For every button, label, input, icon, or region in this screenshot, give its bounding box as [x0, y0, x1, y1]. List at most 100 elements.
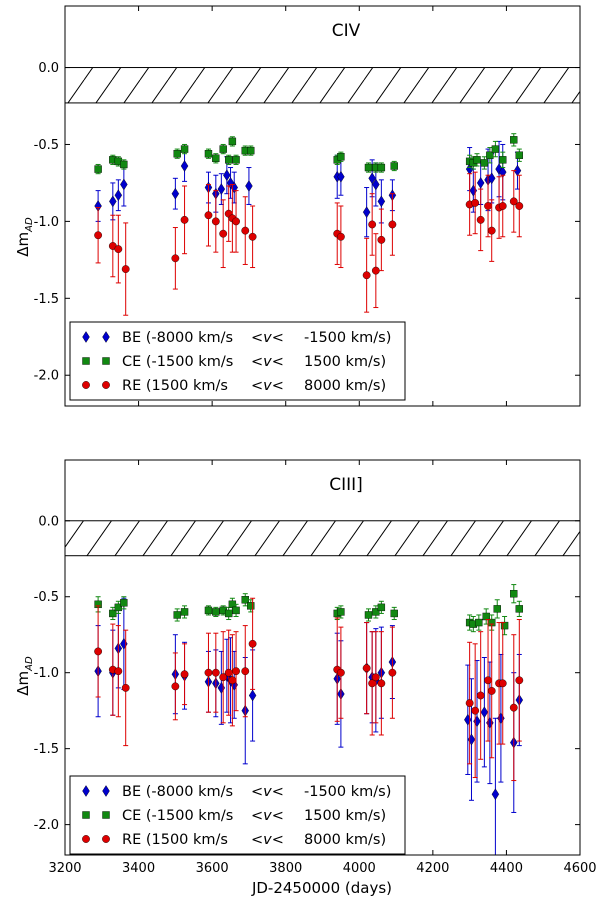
data-point [247, 602, 255, 610]
data-point [223, 169, 231, 182]
data-point [120, 160, 128, 169]
data-point [248, 639, 257, 648]
series-circle [94, 597, 524, 782]
data-point [204, 149, 213, 158]
data-point [498, 679, 507, 688]
data-point [109, 195, 117, 208]
data-layer [94, 133, 524, 316]
data-point [121, 683, 130, 692]
data-point [390, 609, 398, 618]
x-tick-label: 4000 [343, 861, 376, 876]
series-circle [94, 170, 524, 316]
data-point [476, 215, 485, 224]
data-point [371, 673, 380, 682]
data-point [120, 599, 128, 607]
data-point [336, 668, 345, 677]
legend-marker [102, 811, 110, 819]
x-axis-title: JD-2450000 (days) [251, 879, 392, 897]
legend: BE (-8000 km/s <v< -1500 km/s) CE (-1500 km… [69, 775, 406, 855]
data-point [498, 202, 507, 210]
data-point [204, 668, 213, 677]
data-point [173, 149, 181, 158]
y-axis-title: ΔmAD [14, 656, 35, 696]
data-point [475, 618, 483, 627]
data-point [180, 160, 189, 172]
data-point [510, 136, 518, 144]
x-tick-label: 3800 [269, 861, 302, 876]
data-point [173, 611, 181, 619]
legend-label-tail: -1500 km/s) [304, 784, 391, 800]
data-point [204, 211, 213, 220]
legend-marker [82, 357, 90, 365]
data-point [372, 178, 380, 191]
data-point [228, 137, 237, 146]
data-point [364, 611, 373, 619]
data-point [212, 154, 220, 163]
legend-box [69, 321, 406, 401]
legend-inequality: <v< [251, 378, 284, 394]
data-point [94, 165, 102, 173]
data-point [377, 235, 386, 244]
data-point [336, 232, 345, 241]
data-layer [94, 584, 524, 855]
data-point [368, 172, 376, 185]
data-point [486, 151, 494, 159]
legend: BE (-8000 km/s <v< -1500 km/s) CE (-1500 km… [69, 321, 406, 401]
legend-label-tail: -1500 km/s) [304, 330, 391, 346]
data-point [219, 145, 227, 153]
data-point [204, 606, 213, 615]
data-point [232, 217, 240, 226]
legend-box [69, 775, 406, 855]
legend-label: BE (-8000 km/s [122, 330, 233, 346]
data-point [224, 156, 233, 164]
legend-label: CE (-1500 km/s [122, 354, 233, 370]
legend-inequality: <v< [251, 354, 284, 370]
data-point [484, 202, 492, 210]
data-point [471, 199, 480, 207]
data-point [487, 172, 496, 185]
data-point [515, 202, 524, 210]
data-point [480, 706, 489, 719]
data-point [515, 605, 524, 613]
data-point [513, 164, 522, 177]
data-point [247, 146, 255, 155]
legend-label: RE (1500 km/s [122, 378, 228, 394]
data-point [377, 603, 386, 612]
data-point [476, 177, 485, 189]
legend-label-tail: 8000 km/s) [304, 378, 386, 394]
data-point [362, 206, 371, 219]
data-point [337, 608, 345, 616]
data-point [180, 608, 189, 616]
y-ticks: 0.0 -0.5 -1.0 -1.5 -2.0 [34, 61, 580, 384]
data-point [364, 163, 373, 172]
data-point [372, 608, 380, 616]
legend-marker [82, 811, 90, 819]
data-point [465, 699, 474, 707]
hatched-band [65, 67, 580, 104]
data-point [500, 621, 509, 630]
data-point [248, 689, 257, 702]
data-point [211, 668, 220, 677]
panel-civ: CIV 0.0 -0.5 -1.0 -1.5 -2.0 ΔmAD BE (-8000 k… [14, 5, 581, 407]
y-tick-label: -1.5 [34, 292, 59, 307]
data-point [217, 183, 226, 195]
data-point [211, 217, 220, 226]
data-point [510, 589, 518, 598]
series-square [94, 584, 524, 636]
legend-marker [102, 785, 110, 797]
data-point [241, 667, 250, 676]
data-point [114, 667, 123, 676]
legend-label-tail: 1500 km/s) [304, 354, 386, 370]
data-point [480, 159, 489, 167]
data-point [171, 187, 180, 200]
data-point [219, 673, 228, 682]
data-point [224, 609, 233, 618]
legend-marker [82, 381, 90, 389]
legend-inequality: <v< [251, 330, 284, 346]
data-point [245, 180, 253, 192]
x-tick-label: 4600 [563, 861, 596, 876]
data-point [377, 163, 386, 172]
data-point [471, 706, 480, 715]
x-tick-label: 4200 [416, 861, 449, 876]
series-square [94, 133, 524, 175]
